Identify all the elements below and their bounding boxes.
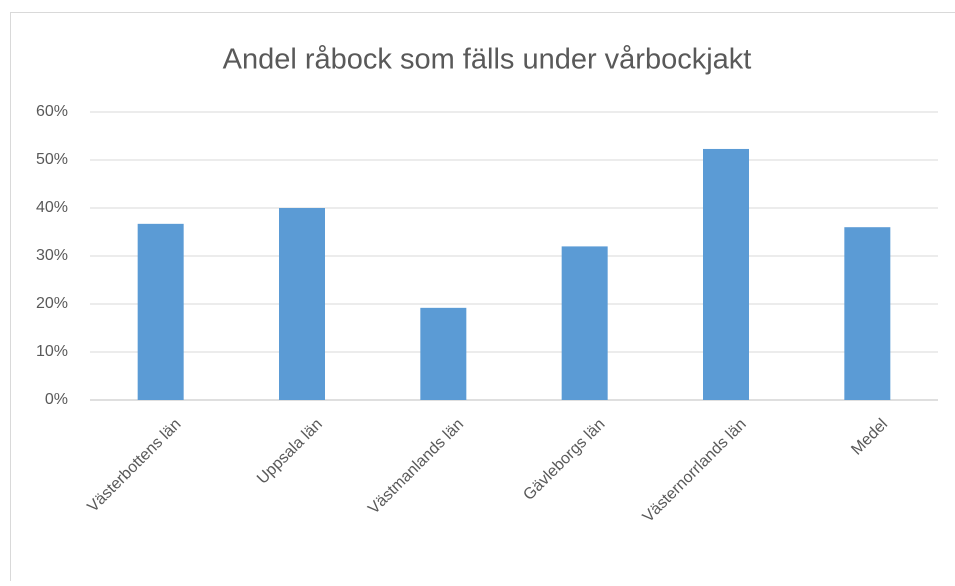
bar xyxy=(703,149,749,400)
y-tick-label: 10% xyxy=(36,343,68,360)
bar xyxy=(844,227,890,400)
y-tick-label: 40% xyxy=(36,199,68,216)
y-tick-label: 60% xyxy=(36,103,68,120)
y-tick-label: 30% xyxy=(36,247,68,264)
y-tick-label: 50% xyxy=(36,151,68,168)
y-tick-label: 20% xyxy=(36,295,68,312)
bar xyxy=(420,308,466,400)
bar xyxy=(279,208,325,400)
bar xyxy=(562,246,608,400)
chart-title: Andel råbock som fälls under vårbockjakt xyxy=(223,44,752,76)
y-tick-label: 0% xyxy=(45,391,68,408)
bar xyxy=(138,224,184,400)
